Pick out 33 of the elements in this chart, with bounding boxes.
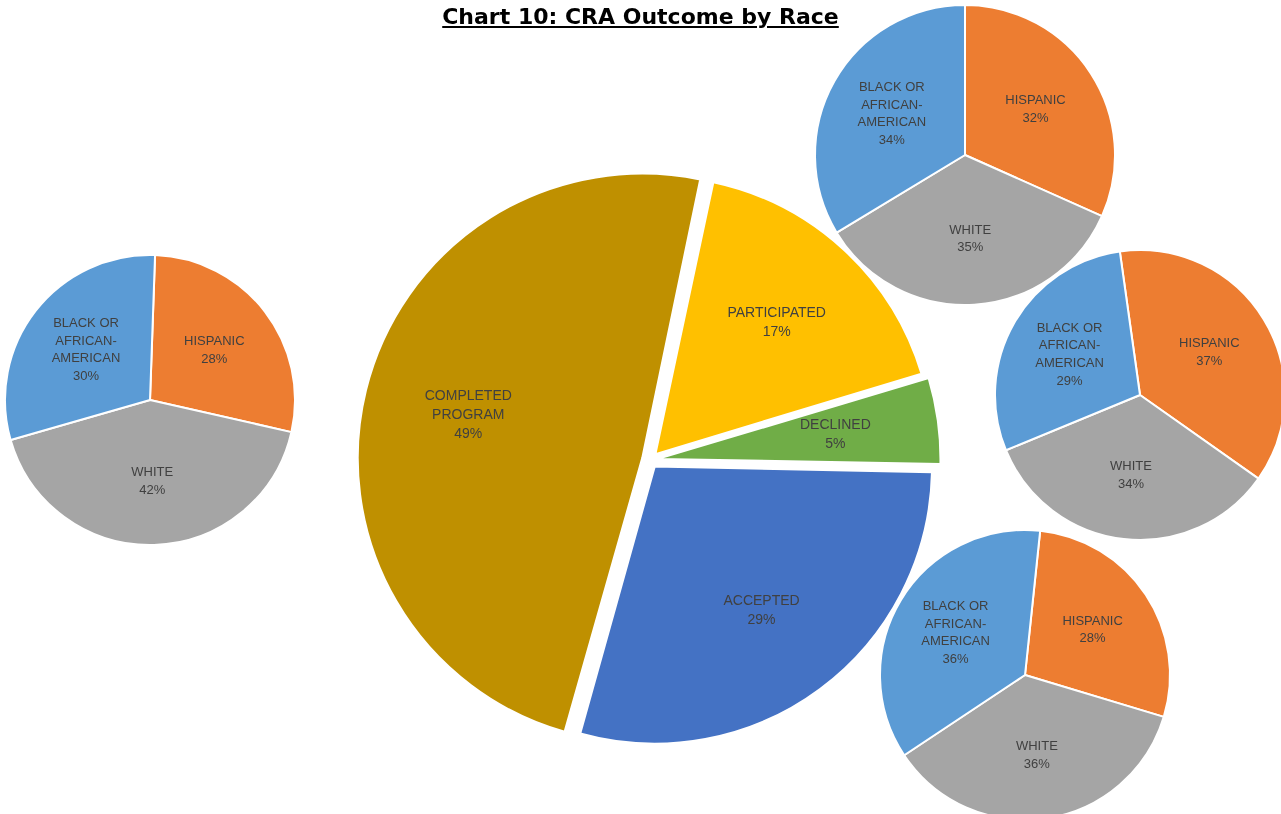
slice-label: HISPANIC (184, 333, 245, 349)
slice-label: BLACK OR AFRICAN-AMERICAN (857, 79, 927, 130)
data-label: 36% (942, 650, 969, 666)
data-label: 34% (878, 131, 906, 147)
slice-label: COMPLETED PROGRAM (424, 387, 512, 423)
data-label: 30% (73, 367, 100, 383)
data-label: 29% (1056, 372, 1083, 388)
data-label: 35% (957, 239, 984, 255)
slice-label: PARTICIPATED (727, 303, 826, 320)
slice-label: WHITE (131, 463, 174, 479)
data-label: 29% (747, 610, 776, 627)
slice-label: HISPANIC (1005, 92, 1066, 108)
slice-label: WHITE (949, 221, 992, 237)
data-label: 28% (201, 350, 228, 366)
data-label: 49% (454, 425, 483, 442)
data-label: 17% (762, 322, 791, 339)
data-label: 42% (139, 481, 166, 497)
data-label: 36% (1023, 755, 1051, 771)
slice-label: DECLINED (799, 416, 871, 433)
data-label: 5% (825, 434, 846, 451)
slice-label: BLACK OR AFRICAN-AMERICAN (921, 598, 990, 649)
slice-label: HISPANIC (1179, 335, 1240, 351)
data-label: 32% (1022, 109, 1049, 125)
slice-label: WHITE (1015, 738, 1059, 754)
data-label: 34% (1117, 476, 1145, 492)
data-label: 37% (1196, 353, 1223, 369)
chart-title: Chart 10: CRA Outcome by Race (441, 4, 840, 29)
slice-label: HISPANIC (1062, 612, 1123, 628)
slice-label: ACCEPTED (723, 591, 800, 608)
slice-label: WHITE (1110, 458, 1153, 474)
slice-label: BLACK OR AFRICAN-AMERICAN (51, 315, 121, 366)
data-label: 28% (1079, 630, 1107, 646)
slice-label: BLACK OR AFRICAN-AMERICAN (1035, 319, 1104, 370)
